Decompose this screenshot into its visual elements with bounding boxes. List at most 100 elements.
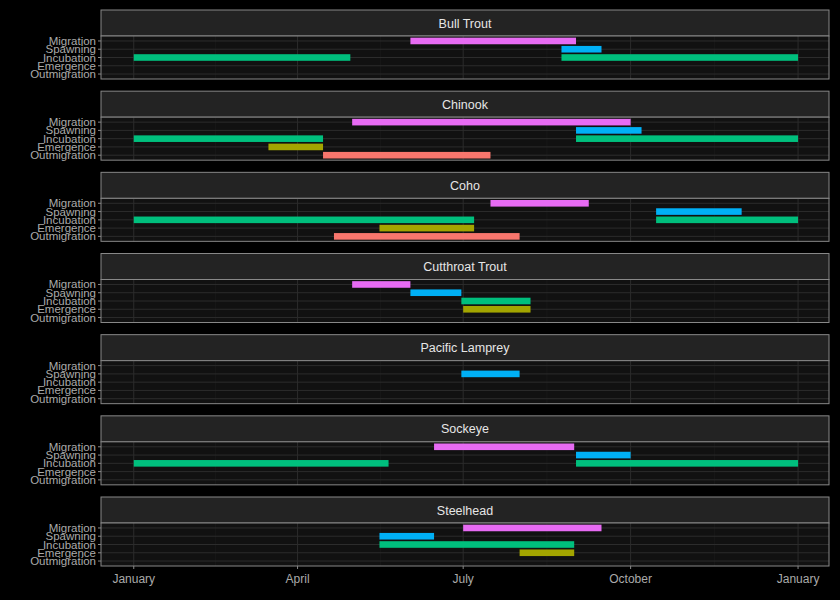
panel: SockeyeMigrationSpawningIncubationEmerge… — [30, 416, 829, 486]
bars — [134, 200, 798, 240]
strip-title: Cutthroat Trout — [423, 260, 507, 274]
x-tick — [133, 566, 134, 569]
bar — [561, 46, 601, 53]
strip — [101, 497, 829, 523]
grid-line-y — [101, 292, 829, 293]
x-tick — [630, 566, 631, 569]
bars — [134, 443, 798, 466]
panel-border — [101, 523, 829, 566]
y-tick-label: Outmigration — [30, 393, 96, 405]
bar — [379, 533, 434, 540]
bar — [461, 298, 530, 305]
y-tick-label: Outmigration — [30, 149, 96, 161]
strip — [101, 172, 829, 198]
plot-background — [101, 523, 829, 566]
panel-border — [101, 36, 829, 79]
grid-line-y — [101, 382, 829, 383]
bar — [410, 38, 576, 45]
bar — [576, 460, 798, 467]
bar — [561, 54, 798, 61]
grid-line-y — [101, 390, 829, 391]
panel: Cutthroat TroutMigrationSpawningIncubati… — [30, 254, 829, 324]
bars — [134, 38, 798, 61]
bar — [334, 233, 520, 240]
bar — [576, 127, 642, 134]
bar — [576, 135, 798, 142]
grid-line-y — [101, 479, 829, 480]
plot-background — [101, 117, 829, 160]
x-tick — [463, 566, 464, 569]
grid-line-y — [101, 146, 829, 147]
panel-border — [101, 198, 829, 241]
bar — [379, 225, 474, 232]
strip — [101, 254, 829, 280]
grid-line-y — [101, 455, 829, 456]
x-tick-label: July — [453, 572, 474, 586]
plot-background — [101, 442, 829, 485]
bar — [352, 281, 410, 288]
panel: Pacific LampreyMigrationSpawningIncubati… — [30, 335, 829, 405]
bar — [434, 443, 574, 450]
strip — [101, 416, 829, 442]
bar — [323, 152, 490, 159]
strip-title: Coho — [450, 179, 480, 193]
x-tick-label: October — [609, 572, 652, 586]
bars — [461, 371, 519, 378]
x-tick — [297, 566, 298, 569]
bar — [576, 452, 631, 459]
grid-line-y — [101, 365, 829, 366]
bar — [134, 54, 351, 61]
strip — [101, 335, 829, 361]
strip — [101, 91, 829, 117]
grid-line-y — [101, 471, 829, 472]
grid-line-y — [101, 552, 829, 553]
grid-line-y — [101, 49, 829, 50]
bar — [656, 217, 798, 224]
bar — [461, 371, 519, 378]
panel: ChinookMigrationSpawningIncubationEmerge… — [30, 91, 829, 161]
panel-border — [101, 442, 829, 485]
bar — [490, 200, 588, 207]
bar — [656, 208, 742, 215]
bar — [520, 549, 575, 556]
y-tick-label: Outmigration — [30, 474, 96, 486]
strip — [101, 10, 829, 36]
plot-background — [101, 280, 829, 323]
plot-background — [101, 198, 829, 241]
grid-line-y — [101, 130, 829, 131]
bars — [379, 525, 601, 556]
grid-line-y — [101, 398, 829, 399]
background — [0, 0, 840, 600]
panel-border — [101, 117, 829, 160]
y-tick-label: Outmigration — [30, 312, 96, 324]
bars — [134, 119, 798, 159]
bar — [134, 460, 389, 467]
chart: Bull TroutMigrationSpawningIncubationEme… — [0, 0, 840, 600]
x-tick — [798, 566, 799, 569]
panel-border — [101, 361, 829, 404]
grid-line-y — [101, 561, 829, 562]
grid-line-y — [101, 317, 829, 318]
y-tick-label: Outmigration — [30, 68, 96, 80]
strip-title: Sockeye — [441, 422, 489, 436]
strip-title: Bull Trout — [439, 17, 492, 31]
y-tick-label: Outmigration — [30, 555, 96, 567]
x-tick-label: April — [286, 572, 310, 586]
x-tick-label: January — [112, 572, 155, 586]
bar — [268, 144, 323, 151]
grid-line-y — [101, 203, 829, 204]
panel-border — [101, 280, 829, 323]
bar — [352, 119, 630, 126]
x-tick-label: January — [777, 572, 820, 586]
bars — [352, 281, 530, 312]
grid-line-y — [101, 536, 829, 537]
y-tick-label: Outmigration — [30, 230, 96, 242]
strip-title: Chinook — [442, 98, 489, 112]
grid-line-y — [101, 74, 829, 75]
panel: Bull TroutMigrationSpawningIncubationEme… — [30, 10, 829, 80]
bar — [410, 289, 461, 296]
bar — [463, 306, 530, 313]
bar — [134, 217, 474, 224]
panel: CohoMigrationSpawningIncubationEmergence… — [30, 172, 829, 242]
strip-title: Pacific Lamprey — [421, 341, 511, 355]
